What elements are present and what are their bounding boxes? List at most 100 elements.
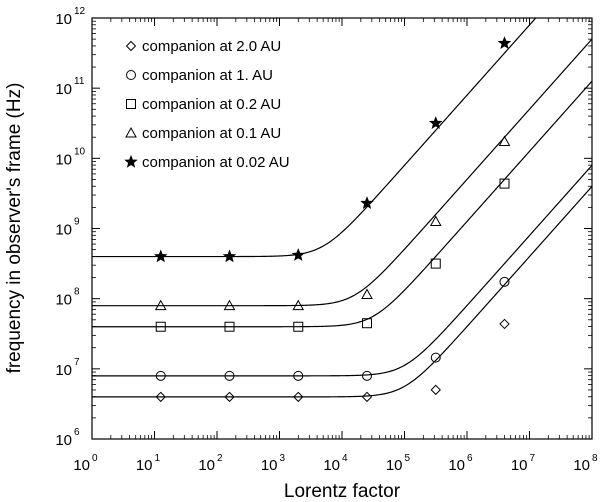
x-tick-label: 10 6 xyxy=(448,453,473,474)
curve-series-2 xyxy=(92,164,593,377)
legend-symbol-star xyxy=(124,154,138,168)
svg-text:1: 1 xyxy=(155,453,161,464)
curve-series-4 xyxy=(92,38,593,307)
svg-text:3: 3 xyxy=(280,453,286,464)
legend: companion at 2.0 AU companion at 1. AU com… xyxy=(124,38,290,171)
curve-series-5 xyxy=(92,17,537,258)
svg-text:10: 10 xyxy=(55,151,72,168)
legend-label: companion at 0.02 AU xyxy=(142,154,290,171)
marker-series-5 xyxy=(153,249,168,263)
x-tick-label: 10 3 xyxy=(261,453,286,474)
marker-series-3 xyxy=(362,318,372,329)
marker-series-5 xyxy=(291,248,306,261)
marker-series-2 xyxy=(362,370,372,381)
marker-series-3 xyxy=(430,258,441,269)
x-tick-labels: 10 0 10 1 10 2 10 3 10 4 10 5 10 6 10 7 10 8 xyxy=(73,453,598,474)
y-tick-label: 10 12 xyxy=(55,6,85,28)
marker-series-2 xyxy=(155,370,166,381)
marker-series-3 xyxy=(224,321,235,332)
x-tick-label: 10 2 xyxy=(198,453,223,474)
marker-series-4 xyxy=(223,299,236,311)
svg-text:8: 8 xyxy=(592,453,598,464)
legend-symbol-square xyxy=(126,99,136,109)
legend-label: companion at 0.2 AU xyxy=(142,96,281,113)
svg-text:10: 10 xyxy=(73,457,90,474)
marker-series-1 xyxy=(499,318,510,330)
svg-text:10: 10 xyxy=(448,457,465,474)
svg-text:10: 10 xyxy=(136,457,153,474)
y-tick-label: 10 9 xyxy=(55,217,80,239)
curve-series-1 xyxy=(92,186,593,398)
svg-text:10: 10 xyxy=(323,457,340,474)
marker-series-2 xyxy=(293,370,304,381)
svg-text:6: 6 xyxy=(74,427,80,438)
svg-text:10: 10 xyxy=(511,457,528,474)
data-markers xyxy=(153,36,512,403)
axis-ticks xyxy=(91,17,593,440)
svg-text:10: 10 xyxy=(55,11,72,28)
marker-series-5 xyxy=(428,116,443,129)
svg-text:12: 12 xyxy=(74,6,86,17)
svg-text:10: 10 xyxy=(55,81,72,98)
marker-series-4 xyxy=(498,135,511,146)
legend-label: companion at 1. AU xyxy=(142,67,273,84)
y-axis-title: frequency in observer's frame (Hz) xyxy=(4,83,25,374)
svg-text:6: 6 xyxy=(467,453,473,464)
marker-series-3 xyxy=(499,178,510,189)
marker-series-4 xyxy=(154,299,167,311)
marker-series-5 xyxy=(222,249,237,263)
marker-series-2 xyxy=(499,276,510,287)
legend-symbol-circle xyxy=(126,70,136,80)
svg-text:11: 11 xyxy=(74,76,85,87)
svg-text:5: 5 xyxy=(405,453,411,464)
marker-series-2 xyxy=(430,352,441,363)
svg-text:10: 10 xyxy=(198,457,215,474)
marker-series-1 xyxy=(361,391,373,403)
svg-text:10: 10 xyxy=(74,146,86,157)
y-tick-label: 10 7 xyxy=(55,357,80,379)
legend-label: companion at 0.1 AU xyxy=(142,125,281,142)
marker-series-4 xyxy=(361,288,373,299)
x-tick-label: 10 8 xyxy=(573,453,598,474)
svg-text:4: 4 xyxy=(342,453,348,464)
marker-series-5 xyxy=(497,36,512,49)
svg-text:10: 10 xyxy=(55,222,72,239)
marker-series-1 xyxy=(293,391,304,403)
legend-symbol-diamond xyxy=(125,40,137,52)
x-tick-label: 10 5 xyxy=(386,453,411,474)
x-tick-label: 10 0 xyxy=(73,453,98,474)
y-tick-label: 10 10 xyxy=(55,146,85,168)
legend-label: companion at 2.0 AU xyxy=(142,38,281,55)
legend-symbol-triangle xyxy=(125,126,137,138)
x-axis-title: Lorentz factor xyxy=(284,481,401,502)
svg-text:9: 9 xyxy=(74,217,80,228)
svg-text:0: 0 xyxy=(92,453,98,464)
marker-series-1 xyxy=(430,384,441,396)
y-tick-label: 10 11 xyxy=(55,76,85,98)
x-tick-label: 10 4 xyxy=(323,453,348,474)
svg-text:10: 10 xyxy=(55,362,72,379)
marker-series-1 xyxy=(224,391,235,403)
x-tick-label: 10 7 xyxy=(511,453,536,474)
y-tick-label: 10 6 xyxy=(55,427,80,449)
marker-series-4 xyxy=(292,299,305,311)
svg-text:8: 8 xyxy=(74,287,80,298)
svg-text:10: 10 xyxy=(386,457,403,474)
marker-series-3 xyxy=(155,321,166,332)
x-tick-label: 10 1 xyxy=(136,453,161,474)
marker-series-3 xyxy=(293,321,304,332)
curve-series-3 xyxy=(92,80,593,328)
marker-series-5 xyxy=(360,196,374,209)
svg-text:7: 7 xyxy=(74,357,80,368)
y-tick-label: 10 8 xyxy=(55,287,80,309)
fit-curves xyxy=(92,17,593,398)
marker-series-2 xyxy=(224,370,235,381)
marker-series-1 xyxy=(155,391,166,403)
svg-text:10: 10 xyxy=(55,432,72,449)
svg-text:2: 2 xyxy=(217,453,223,464)
svg-text:10: 10 xyxy=(573,457,590,474)
svg-text:10: 10 xyxy=(261,457,278,474)
marker-series-4 xyxy=(429,215,442,226)
